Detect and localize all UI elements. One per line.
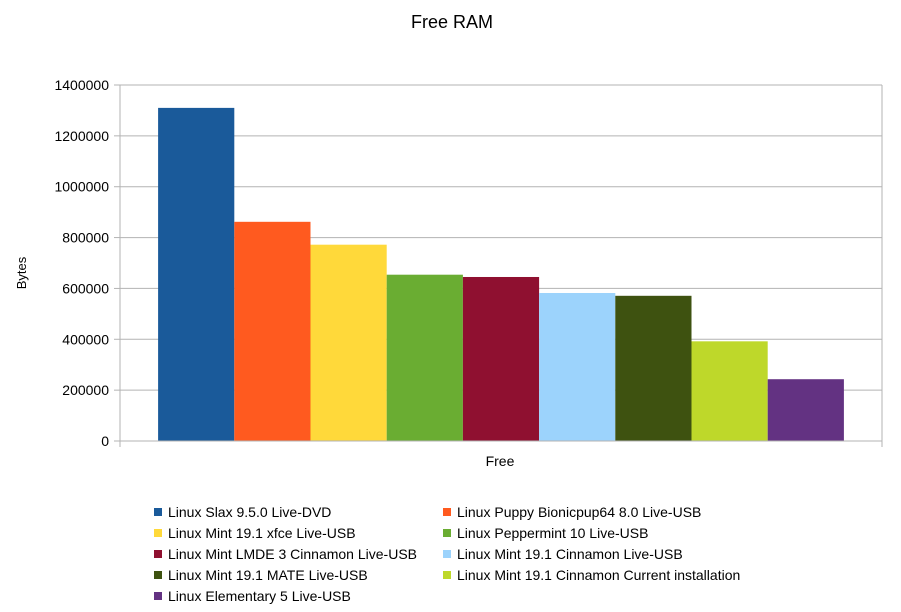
legend-swatch — [443, 529, 451, 537]
legend-swatch — [154, 550, 162, 558]
legend-label: Linux Elementary 5 Live-USB — [168, 588, 351, 604]
legend-item: Linux Mint 19.1 MATE Live-USB — [154, 566, 368, 584]
y-tick-label: 1400000 — [54, 77, 109, 93]
legend-item: Linux Puppy Bionicpup64 8.0 Live-USB — [443, 503, 701, 521]
legend-swatch — [443, 550, 451, 558]
y-tick-label: 1200000 — [54, 128, 109, 144]
legend-swatch — [154, 508, 162, 516]
legend-item: Linux Mint 19.1 Cinnamon Current install… — [443, 566, 740, 584]
legend-label: Linux Peppermint 10 Live-USB — [457, 525, 649, 541]
legend-item: Linux Mint 19.1 Cinnamon Live-USB — [443, 545, 683, 563]
legend-item: Linux Mint 19.1 xfce Live-USB — [154, 524, 356, 542]
legend-label: Linux Mint 19.1 xfce Live-USB — [168, 525, 356, 541]
chart-title: Free RAM — [411, 12, 493, 32]
legend-swatch — [154, 529, 162, 537]
y-tick-label: 1000000 — [54, 179, 109, 195]
y-tick-label: 200000 — [62, 382, 109, 398]
bar — [539, 293, 616, 441]
legend-swatch — [154, 571, 162, 579]
y-tick-label: 0 — [101, 433, 109, 449]
bar — [386, 274, 463, 441]
legend-label: Linux Mint 19.1 MATE Live-USB — [168, 567, 368, 583]
y-tick-label: 600000 — [62, 280, 109, 296]
bar — [691, 341, 768, 441]
legend-label: Linux Mint 19.1 Cinnamon Live-USB — [457, 546, 683, 562]
legend-item: Linux Slax 9.5.0 Live-DVD — [154, 503, 331, 521]
y-axis-label: Bytes — [14, 256, 29, 289]
legend-label: Linux Mint 19.1 Cinnamon Current install… — [457, 567, 741, 583]
bars — [158, 107, 844, 441]
legend-label: Linux Mint LMDE 3 Cinnamon Live-USB — [168, 546, 417, 562]
legend-swatch — [443, 508, 451, 516]
bar — [462, 276, 540, 441]
legend-label: Linux Puppy Bionicpup64 8.0 Live-USB — [457, 504, 702, 520]
bar — [767, 379, 844, 441]
bar — [615, 295, 692, 441]
legend-item: Linux Peppermint 10 Live-USB — [443, 524, 648, 542]
x-axis-label: Free — [486, 453, 515, 469]
y-tick-label: 400000 — [62, 331, 109, 347]
legend-swatch — [154, 592, 162, 600]
y-tick-labels: 0 200000 400000 600000 800000 1000000 1200000 1… — [54, 77, 109, 449]
legend-swatch — [443, 571, 451, 579]
bar — [158, 107, 235, 441]
y-tick-label: 800000 — [62, 230, 109, 246]
bar — [310, 244, 387, 441]
legend-label: Linux Slax 9.5.0 Live-DVD — [168, 504, 332, 520]
legend-item: Linux Mint LMDE 3 Cinnamon Live-USB — [154, 545, 417, 563]
bar — [234, 221, 311, 441]
legend-item: Linux Elementary 5 Live-USB — [154, 587, 351, 605]
